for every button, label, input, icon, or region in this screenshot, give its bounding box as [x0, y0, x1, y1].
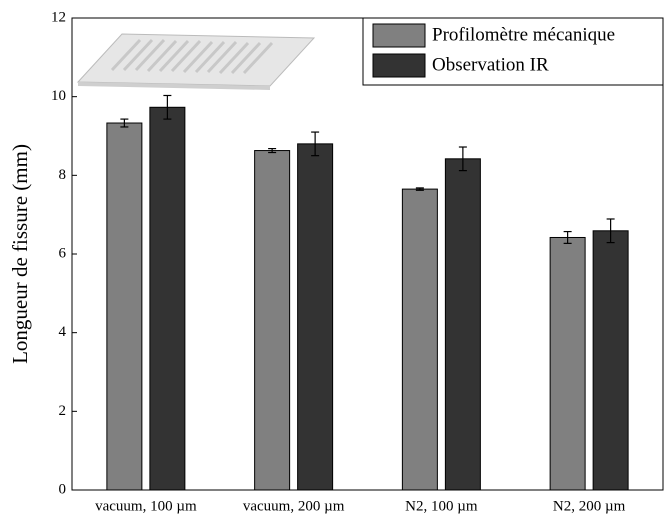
y-axis-title: Longueur de fissure (mm)	[8, 144, 32, 364]
y-tick-label: 10	[51, 88, 66, 104]
error-bar	[311, 131, 320, 157]
x-tick-label: vacuum, 100 µm	[95, 498, 197, 514]
y-tick-label: 8	[59, 167, 67, 183]
error-bar	[563, 230, 572, 244]
error-bar	[268, 147, 277, 154]
bar	[401, 188, 438, 491]
legend-swatch	[372, 53, 426, 78]
y-tick-label: 0	[59, 481, 67, 497]
x-tick-label: N2, 200 µm	[553, 498, 626, 514]
bar	[149, 106, 186, 491]
y-tick-label: 4	[59, 324, 67, 340]
legend-label: Observation IR	[432, 54, 549, 75]
error-bar	[163, 94, 172, 120]
bar	[254, 150, 291, 491]
y-tick-label: 2	[59, 403, 67, 419]
legend-label: Profilomètre mécanique	[432, 24, 615, 45]
y-tick-label: 12	[51, 9, 66, 25]
bar	[592, 230, 629, 491]
bar	[106, 122, 143, 491]
bar	[549, 236, 586, 491]
error-bar	[606, 218, 615, 244]
y-tick-label: 6	[59, 245, 67, 261]
legend-swatch	[372, 23, 426, 48]
error-bar	[458, 146, 467, 172]
bar	[297, 143, 334, 491]
x-tick-label: vacuum, 200 µm	[243, 498, 345, 514]
x-tick-label: N2, 100 µm	[405, 498, 478, 514]
error-bar	[415, 187, 424, 191]
inset-illustration	[76, 33, 316, 90]
bar	[444, 158, 481, 491]
error-bar	[120, 118, 129, 128]
